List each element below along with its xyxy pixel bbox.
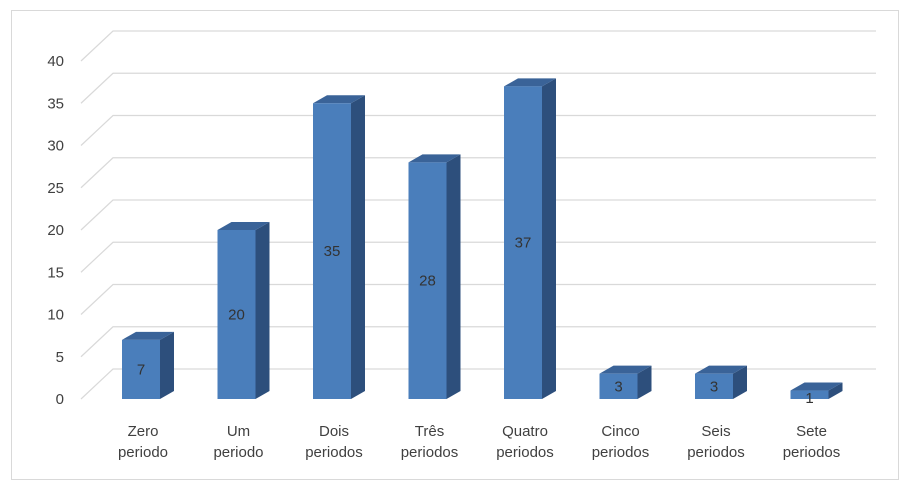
x-tick-label-line: periodos — [401, 444, 459, 461]
x-tick-label: Três periodos — [401, 423, 459, 461]
x-tick-label: Zero periodo — [118, 423, 168, 461]
gridline — [80, 199, 876, 231]
x-tick-label-line: periodo — [213, 444, 263, 461]
y-tick-label: 25 — [47, 180, 64, 197]
bar-front — [790, 390, 829, 399]
data-label: 37 — [515, 235, 532, 252]
x-tick-label-line: Dois — [319, 423, 349, 440]
bar-front — [599, 373, 638, 399]
bar-side — [351, 95, 365, 399]
data-label: 3 — [710, 378, 718, 395]
x-tick-label-line: Zero — [128, 423, 159, 440]
bar-side — [733, 365, 747, 399]
bar-side — [160, 331, 174, 399]
bar — [504, 78, 556, 399]
gridline — [80, 157, 876, 189]
x-tick-label-line: periodos — [783, 444, 841, 461]
y-axis-ticks: 0 5 10 15 20 25 30 35 40 — [47, 53, 64, 408]
gridline — [80, 72, 876, 104]
y-tick-label: 0 — [56, 391, 64, 408]
x-tick-label-line: periodo — [118, 444, 168, 461]
x-tick-label-line: periodos — [687, 444, 745, 461]
bar-front — [695, 373, 733, 399]
gridlines — [80, 30, 876, 400]
gridline — [80, 114, 876, 146]
data-label: 1 — [805, 390, 813, 407]
bar — [790, 382, 843, 399]
x-tick-label: Dois periodos — [305, 423, 363, 461]
x-tick-label-line: periodos — [305, 444, 363, 461]
bar-top — [599, 365, 652, 374]
bar-side — [446, 154, 461, 399]
x-tick-label: Sete periodos — [783, 423, 841, 461]
x-tick-label: Cinco periodos — [592, 423, 650, 461]
chart-frame: 0 5 10 15 20 25 30 35 40 7 20 35 28 37 3 3 1 Zero period… — [11, 10, 899, 480]
x-tick-label: Seis periodos — [687, 423, 745, 461]
x-tick-label-line: periodos — [496, 444, 554, 461]
bar-top — [313, 95, 365, 104]
data-label: 35 — [324, 243, 341, 260]
bar-front — [504, 86, 542, 399]
bar-top — [217, 222, 270, 230]
x-tick-label-line: Um — [227, 423, 250, 440]
bar-top — [122, 331, 174, 340]
data-label: 3 — [614, 378, 622, 395]
bar-side — [542, 78, 556, 399]
y-tick-label: 35 — [47, 95, 64, 112]
gridline — [80, 368, 876, 400]
bar — [217, 222, 270, 399]
bar-front — [217, 230, 256, 399]
x-tick-label-line: Três — [415, 423, 444, 440]
bar — [599, 365, 652, 399]
bar — [313, 95, 365, 399]
y-tick-label: 10 — [47, 307, 64, 324]
gridline — [80, 283, 876, 315]
bar-top — [695, 365, 747, 374]
y-tick-label: 40 — [47, 53, 64, 70]
bar-front — [313, 103, 351, 399]
x-tick-label-line: Seis — [701, 423, 730, 440]
bar-front — [408, 162, 447, 399]
x-tick-label: Um periodo — [213, 423, 263, 461]
bars: 7 20 35 28 37 3 3 1 — [122, 78, 843, 407]
bar — [122, 331, 174, 399]
x-tick-label-line: Cinco — [601, 423, 639, 440]
bar-top — [790, 382, 843, 391]
bar — [408, 154, 461, 399]
y-tick-label: 20 — [47, 222, 64, 239]
gridline — [80, 326, 876, 358]
gridline — [80, 30, 876, 62]
data-label: 7 — [137, 361, 145, 378]
y-tick-label: 30 — [47, 138, 64, 155]
data-label: 28 — [419, 273, 436, 290]
x-tick-label-line: periodos — [592, 444, 650, 461]
x-tick-label-line: Quatro — [502, 423, 548, 440]
bar-chart: 0 5 10 15 20 25 30 35 40 7 20 35 28 37 3 3 1 Zero period… — [47, 30, 876, 461]
bar-side — [637, 365, 652, 399]
y-tick-label: 5 — [56, 349, 64, 366]
gridline — [80, 241, 876, 273]
bar-side — [255, 222, 270, 399]
x-tick-label-line: Sete — [796, 423, 827, 440]
bar-top — [504, 78, 556, 87]
y-tick-label: 15 — [47, 264, 64, 281]
x-axis-labels: Zero periodo Um periodo Dois periodos Três peri… — [118, 423, 840, 461]
bar — [695, 365, 747, 399]
data-label: 20 — [228, 307, 245, 324]
x-tick-label: Quatro periodos — [496, 423, 554, 461]
bar-side — [828, 382, 843, 399]
bar-top — [408, 154, 461, 163]
bar-front — [122, 339, 160, 399]
